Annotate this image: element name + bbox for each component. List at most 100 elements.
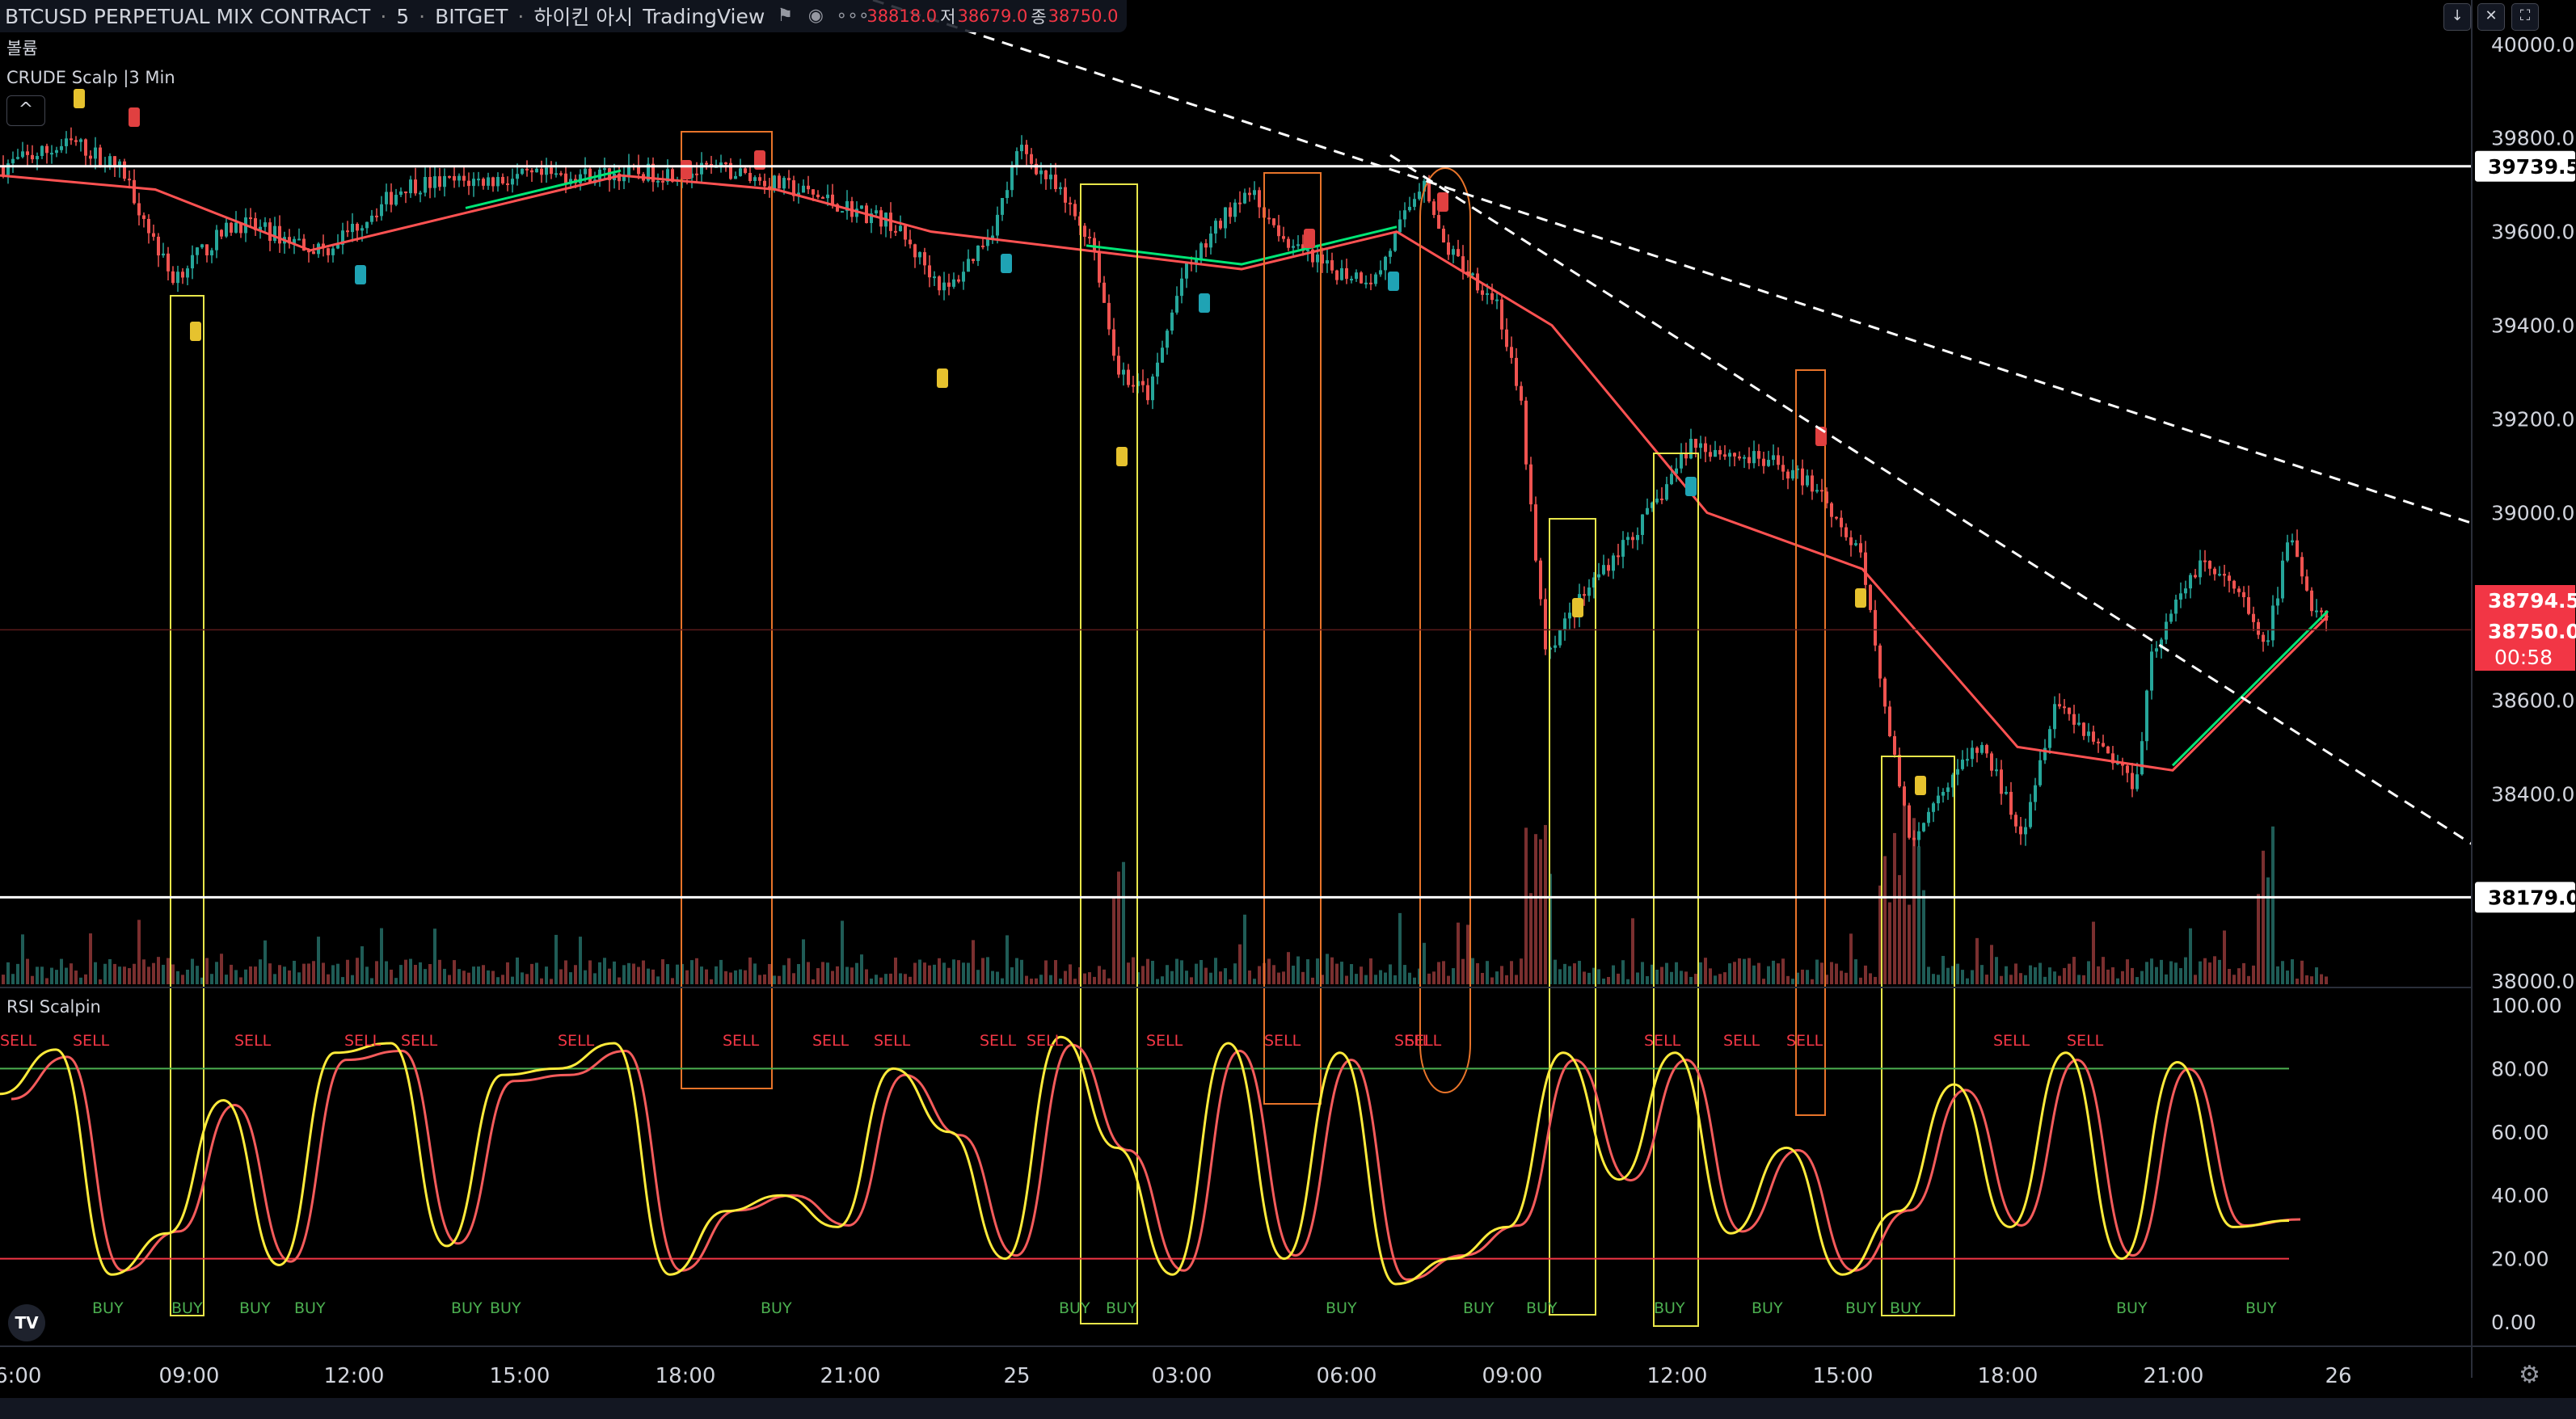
candle-body [2116,762,2119,764]
more-icon[interactable]: ∘∘∘ [836,6,870,26]
volume-bar [409,958,412,984]
interval-label[interactable]: 5 [396,4,410,28]
volume-bar [288,970,291,984]
buy-signal-label: BUY [451,1299,483,1317]
trendlines[interactable] [872,0,2482,852]
candle-body [1500,299,1503,330]
candle-body [365,221,369,229]
volume-bar [1490,977,1494,984]
volume-bar [1951,966,1954,984]
candle-body [1835,516,1838,519]
tradingview-logo[interactable]: TV [8,1304,45,1341]
crude-scalp-indicator-label[interactable]: CRUDE Scalp |3 Min [6,68,175,87]
candle-body [1888,706,1891,737]
volume-bar [2208,962,2211,984]
candle-body [1185,263,1188,279]
move-down-button[interactable]: ↓ [2443,3,2471,31]
volume-bar [1825,975,1828,984]
volume-bar [1587,972,1591,984]
volume-bar [1088,972,1091,984]
volume-bar [1083,973,1086,984]
candle-body [1607,565,1610,571]
signal-box [1263,172,1322,1105]
time-tick-label: 12:00 [1647,1364,1708,1388]
volume-bar [1801,969,1804,984]
candle-body [2315,610,2318,613]
volume-bar [1408,972,1411,984]
candle-body [1748,457,1751,464]
candle-body [152,233,155,237]
candle-body [1820,490,1823,492]
rsi-indicator-label[interactable]: RSI Scalpin [6,997,101,1017]
volume-bar [913,962,917,984]
close-pane-button[interactable]: ✕ [2477,3,2505,31]
candle-body [1587,587,1591,596]
volume-bar [370,978,373,984]
volume-bar [1529,893,1533,984]
volume-bar [2053,971,2056,984]
eye-icon[interactable]: ◉ [807,6,824,26]
volume-bar [103,963,107,984]
candle-body [1301,244,1305,251]
volume-bar [278,965,281,984]
symbol-name[interactable]: BTCUSD PERPETUAL MIX CONTRACT [5,4,371,28]
candle-body [1166,331,1169,348]
candle-body [2232,580,2236,589]
volume-bar [1748,958,1751,984]
candle-body [695,173,698,175]
candle-body [2092,731,2095,742]
volume-bar [748,957,752,984]
volume-bar [2262,850,2265,984]
volume-bar [734,970,737,984]
volume-bar [1321,975,1324,984]
volume-bar [1820,962,1823,984]
volume-bar [152,962,155,984]
gear-icon[interactable]: ⚙ [2519,1361,2540,1389]
volume-bar [2043,976,2047,984]
candle-body [2300,557,2304,577]
time-tick-label: 15:00 [490,1364,550,1388]
candle-body [1864,552,1867,585]
candle-body [65,138,68,146]
price-tick-label: 39800.0 [2491,127,2574,150]
collapse-indicators-button[interactable]: ^ [6,95,45,126]
maximize-pane-button[interactable]: ⛶ [2511,3,2539,31]
volume-bar [1282,971,1285,984]
volume-bar [380,928,383,984]
candle-body [1675,468,1678,474]
upper-level-badge: 39739.5 [2488,155,2576,179]
volume-bar [1675,962,1678,984]
sell-signal-label: SELL [1405,1032,1442,1050]
chart-type-label[interactable]: 하이킨 아시 [533,6,634,29]
exchange-label[interactable]: BITGET [435,4,508,28]
candle-body [1350,279,1353,281]
candle-body [564,173,567,184]
candle-body [137,203,141,216]
volume-bar [346,959,349,984]
candle-body [196,247,199,255]
horizontal-levels[interactable] [0,165,2472,899]
candle-body [1102,282,1106,303]
volume-bar [729,972,732,984]
volume-bar [1311,977,1314,984]
lower-level-badge: 38179.0 [2488,886,2576,909]
volume-bar [2199,961,2202,984]
volume-bar [210,974,213,984]
candle-body [234,222,238,233]
candle-body [1161,347,1164,363]
candle-body [1592,577,1596,588]
volume-bar [2019,973,2022,984]
candle-body [331,248,335,255]
candle-body [70,138,73,141]
candle-body [1316,254,1319,263]
ohlc-low-label: 저 [940,7,956,27]
volume-indicator-label[interactable]: 볼륨 [6,39,38,58]
separator: · [380,4,387,28]
flag-icon[interactable]: ⚑ [777,6,794,26]
candle-body [729,162,732,179]
volume-bar [1258,966,1261,984]
volume-bar [1680,971,1683,984]
candle-body [1112,329,1115,356]
candle-body [1248,192,1251,196]
